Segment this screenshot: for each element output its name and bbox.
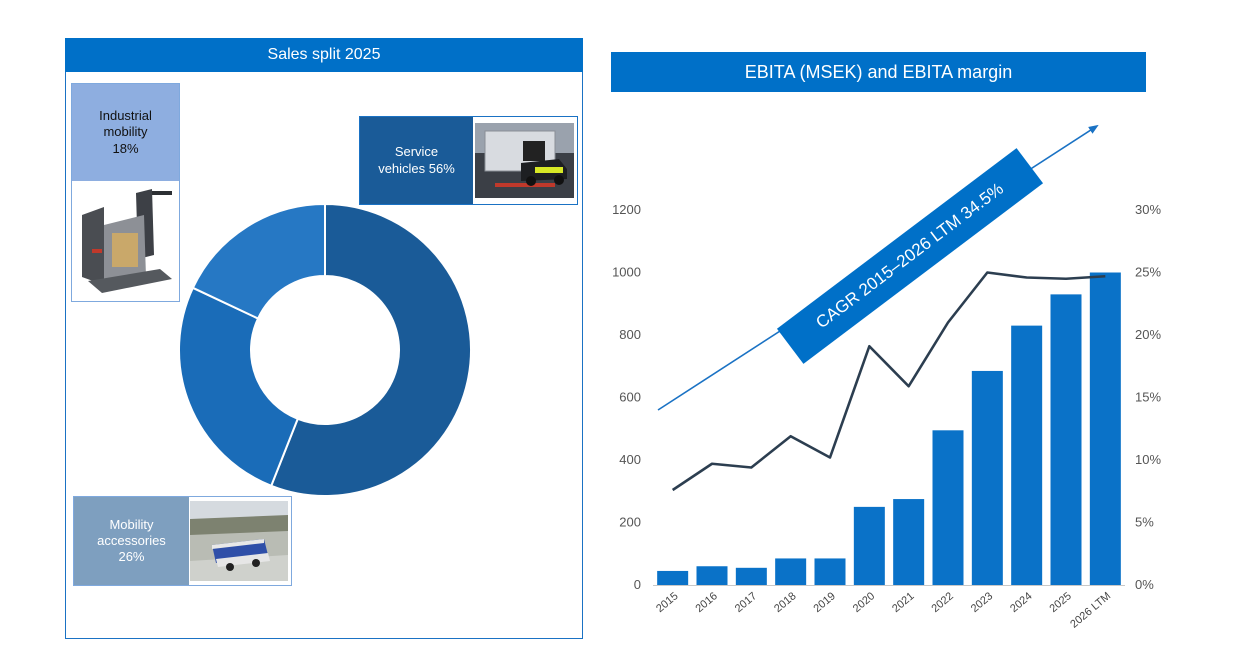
x-tick-label: 2015 (654, 590, 680, 615)
x-tick-label: 2018 (772, 590, 798, 615)
ebita-bar-2025 (1050, 294, 1082, 585)
y-right-tick-label: 25% (1135, 265, 1161, 280)
mobility-accessories-label: Mobility accessories 26% (74, 497, 189, 585)
y-left-tick-label: 0 (634, 577, 641, 592)
ebita-bar-2024 (1011, 325, 1043, 585)
x-tick-label: 2017 (733, 590, 759, 615)
ebita-bar-2021 (893, 499, 925, 585)
ebita-margin-line (671, 271, 1106, 492)
donut-slice-mobility-accessories (178, 286, 300, 488)
industrial-mobility-label-line2: mobility (103, 124, 148, 140)
mobility-accessories-label-line2: accessories (97, 532, 166, 548)
donut-slice-service-vehicles (269, 202, 472, 497)
y-right-tick-label: 10% (1135, 452, 1161, 467)
industrial-mobility-label: Industrial mobility 18% (72, 84, 179, 181)
ebita-bar-2019 (814, 558, 846, 585)
ebita-chart-title: EBITA (MSEK) and EBITA margin (611, 52, 1146, 92)
ebita-bar-2023 (971, 370, 1003, 585)
ebita-bar-2018 (775, 558, 807, 585)
y-left-tick-label: 600 (619, 390, 641, 405)
x-tick-label: 2021 (890, 590, 916, 615)
y-left-tick-label: 800 (619, 327, 641, 342)
donut-slice-industrial-mobility (191, 202, 326, 320)
ebita-combo-chart: 0 200 400 600 800 1000 1200 0% 5% 10% 15% 20% 25% 30%… (612, 124, 1161, 631)
service-vehicles-card: Service vehicles 56% (359, 116, 578, 205)
ebita-bar-2015 (657, 570, 689, 585)
y-right-tick-label: 5% (1135, 515, 1154, 530)
ebita-bar-2016 (696, 566, 728, 585)
x-tick-label: 2023 (969, 590, 995, 615)
ebita-bar-2026-ltm (1089, 272, 1121, 585)
service-vehicles-label-line1: Service (394, 144, 439, 160)
ebita-bar-2022 (932, 430, 964, 585)
y-right-tick-label: 30% (1135, 202, 1161, 217)
x-tick-label: 2026 LTM (1068, 590, 1113, 631)
industrial-mobility-label-line3: 18% (112, 140, 139, 156)
mobility-accessories-label-line1: Mobility (109, 516, 154, 532)
service-vehicle-photo (475, 123, 574, 198)
y-left-tick-label: 1200 (612, 202, 641, 217)
service-vehicles-label: Service vehicles 56% (360, 117, 473, 204)
y-left-tick-label: 200 (619, 515, 641, 530)
x-tick-label: 2024 (1008, 590, 1034, 615)
y-left-tick-label: 1000 (612, 265, 641, 280)
sales-split-title: Sales split 2025 (65, 38, 583, 72)
sales-split-donut-chart (178, 202, 472, 497)
y-right-tick-label: 0% (1135, 577, 1154, 592)
tipper-truck-photo (190, 501, 288, 581)
ebita-bar-2020 (853, 506, 885, 585)
x-tick-label: 2016 (693, 590, 719, 615)
industrial-mobility-card: Industrial mobility 18% (71, 83, 180, 302)
y-right-tick-label: 20% (1135, 327, 1161, 342)
ebita-bar-2017 (735, 567, 767, 585)
x-tick-label: 2022 (929, 590, 955, 615)
x-tick-label: 2020 (851, 590, 877, 615)
x-tick-label: 2019 (811, 590, 837, 615)
y-left-tick-label: 400 (619, 452, 641, 467)
y-right-tick-label: 15% (1135, 390, 1161, 405)
x-tick-label: 2025 (1047, 590, 1073, 615)
industrial-machine-photo (74, 185, 177, 297)
mobility-accessories-label-line3: 26% (118, 549, 145, 565)
industrial-mobility-label-line1: Industrial (99, 108, 152, 124)
mobility-accessories-card: Mobility accessories 26% (73, 496, 292, 586)
service-vehicles-label-line2: vehicles 56% (378, 160, 455, 176)
